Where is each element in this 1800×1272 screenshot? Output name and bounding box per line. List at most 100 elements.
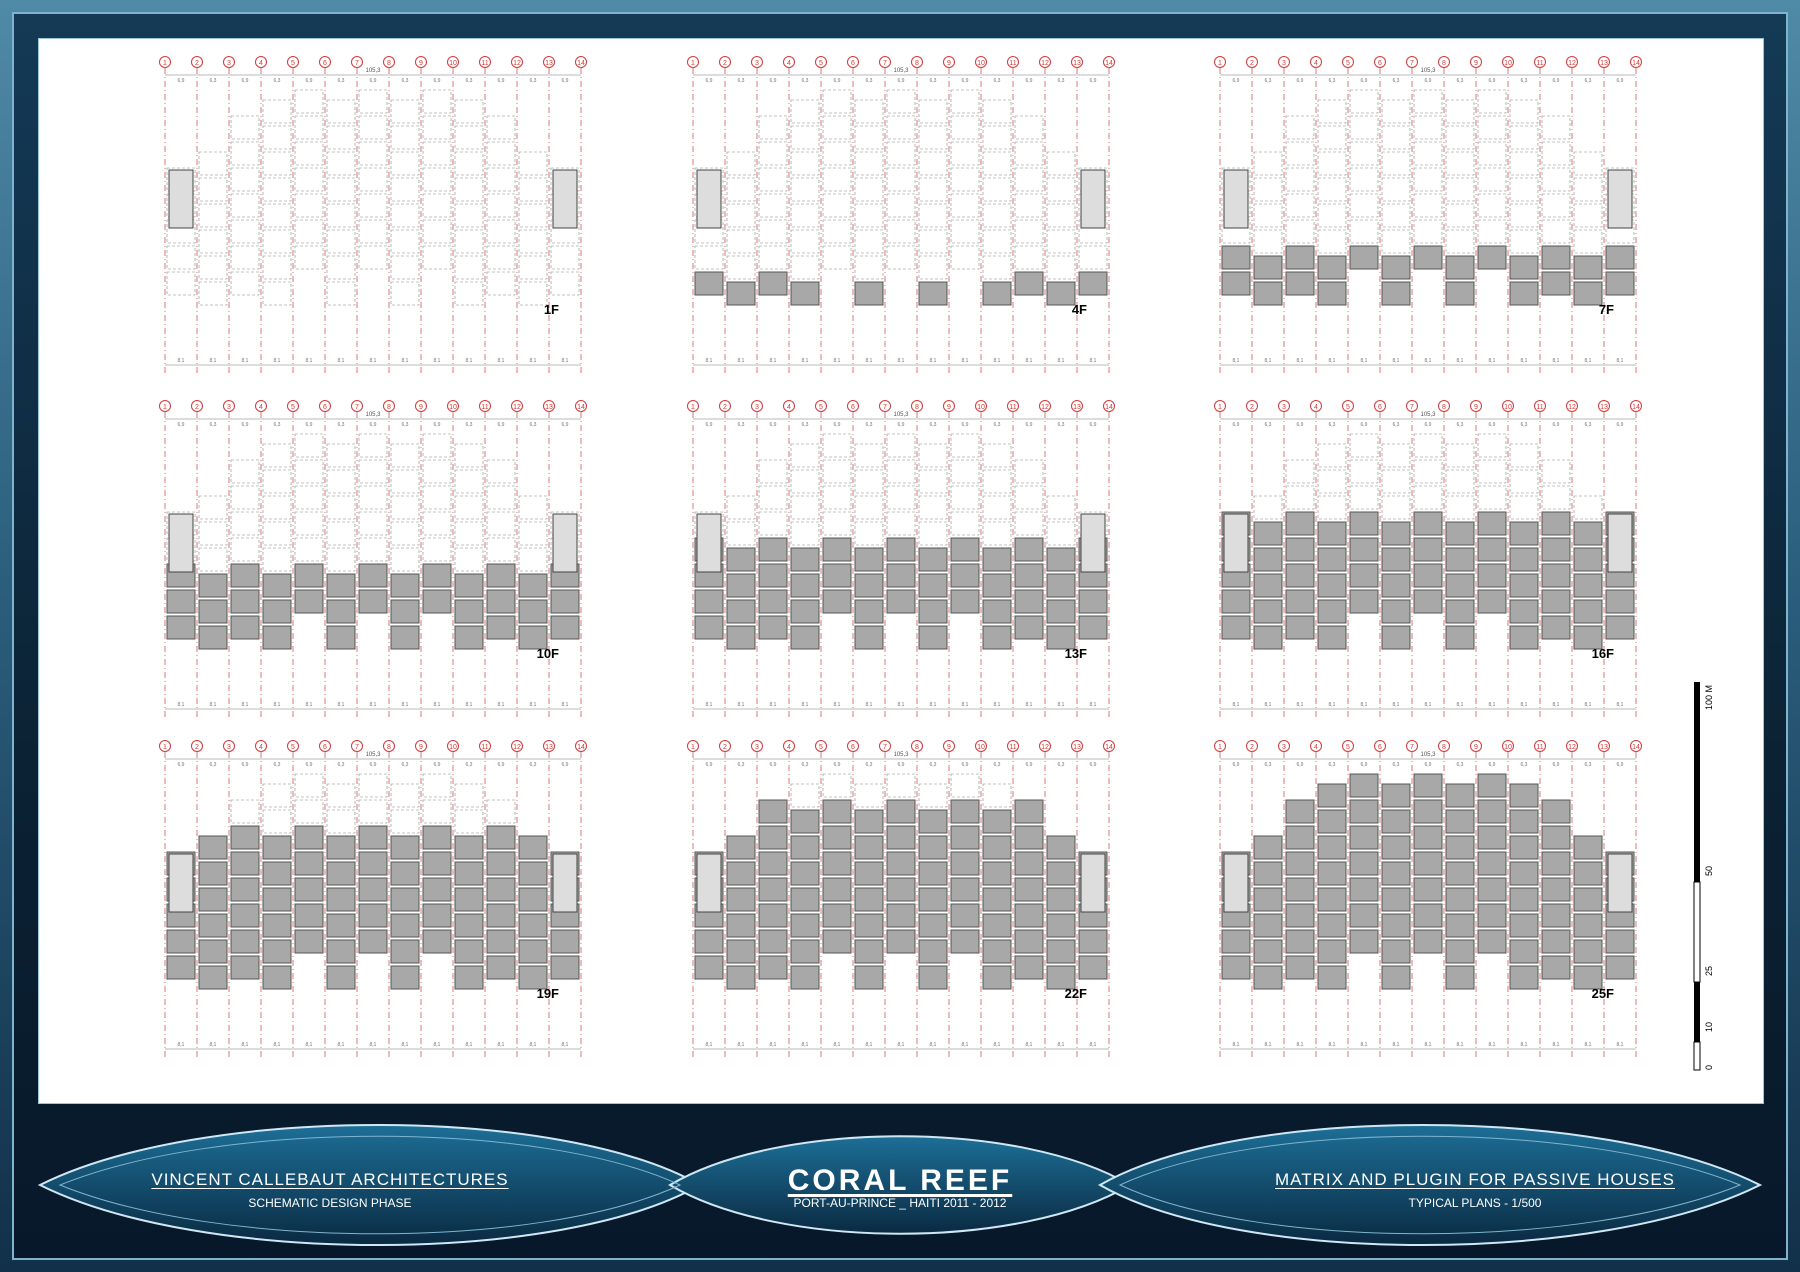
plan-module xyxy=(518,625,548,650)
plan-module xyxy=(1349,563,1379,588)
plan-module xyxy=(326,625,356,650)
plan-module xyxy=(1078,245,1108,270)
plan-module xyxy=(294,537,324,562)
grid-axis-label: 1 xyxy=(1218,60,1222,67)
plan-module xyxy=(1541,245,1571,270)
plan-module xyxy=(1477,167,1507,192)
plan-module xyxy=(550,929,580,954)
plan-module xyxy=(886,433,916,458)
plan-module xyxy=(886,115,916,140)
plan-module xyxy=(1605,245,1635,270)
bay-dimension: 8,1 xyxy=(930,358,937,364)
bay-dimension: 8,1 xyxy=(1393,1042,1400,1048)
plan-module xyxy=(294,89,324,114)
plan-module xyxy=(1221,245,1251,270)
plan-module xyxy=(486,799,516,824)
plan-module xyxy=(726,151,756,176)
project-location: PORT-AU-PRINCE _ HAITI 2011 - 2012 xyxy=(793,1196,1007,1210)
grid-axis-label: 4 xyxy=(787,60,791,67)
bay-dimension: 8,1 xyxy=(770,358,777,364)
bay-dimension: 6,9 xyxy=(962,422,969,428)
plan-module xyxy=(950,851,980,876)
plan-module xyxy=(390,913,420,938)
plan-module xyxy=(326,177,356,202)
grid-axis-label: 1 xyxy=(163,744,167,751)
grid-axis-label: 4 xyxy=(259,404,263,411)
bay-dimension: 8,1 xyxy=(370,1042,377,1048)
stair-core xyxy=(1607,169,1633,229)
plan-module xyxy=(1349,459,1379,484)
plan-module xyxy=(262,939,292,964)
bay-dimension: 8,1 xyxy=(1553,1042,1560,1048)
plan-module xyxy=(454,835,484,860)
grid-axis-label: 5 xyxy=(291,404,295,411)
plan-module xyxy=(1046,281,1076,306)
grid-axis-label: 14 xyxy=(577,404,585,411)
plan-module xyxy=(1285,459,1315,484)
grid-axis-label: 5 xyxy=(291,60,295,67)
plan-module xyxy=(486,511,516,536)
grid-axis-bubble xyxy=(479,400,491,412)
grid-axis-label: 10 xyxy=(449,404,457,411)
grid-axis-bubble xyxy=(1246,740,1258,752)
plan-module xyxy=(950,459,980,484)
plan-module xyxy=(422,433,452,458)
bay-dimension: 8,1 xyxy=(1026,358,1033,364)
grid-axis-label: 8 xyxy=(915,744,919,751)
plan-module xyxy=(1046,177,1076,202)
plan-module xyxy=(454,469,484,494)
plan-module xyxy=(358,167,388,192)
floor-label: 16F xyxy=(1592,646,1614,661)
grid-axis-label: 14 xyxy=(1632,744,1640,751)
bay-dimension: 8,1 xyxy=(306,1042,313,1048)
grid-axis-label: 3 xyxy=(755,744,759,751)
plan-module xyxy=(486,877,516,902)
plan-module xyxy=(230,589,260,614)
plan-module xyxy=(390,203,420,228)
plan-module xyxy=(422,537,452,562)
plan-module xyxy=(550,245,580,270)
bay-dimension: 8,1 xyxy=(1617,358,1624,364)
plan-module xyxy=(886,245,916,270)
plan-module xyxy=(1317,99,1347,124)
plan-module xyxy=(790,229,820,254)
plan-module xyxy=(918,521,948,546)
grid-axis-label: 14 xyxy=(577,60,585,67)
plan-module xyxy=(390,229,420,254)
bay-dimension: 8,1 xyxy=(530,702,537,708)
bay-dimension: 8,1 xyxy=(866,358,873,364)
plan-module xyxy=(390,783,420,808)
grid-axis-bubble xyxy=(1502,400,1514,412)
bay-dimension: 6,9 xyxy=(1553,762,1560,768)
plan-module xyxy=(1573,495,1603,520)
grid-axis-bubble xyxy=(1071,56,1083,68)
plan-module xyxy=(390,573,420,598)
plan-module xyxy=(1477,589,1507,614)
bay-dimension: 8,1 xyxy=(1457,1042,1464,1048)
plan-module xyxy=(1221,615,1251,640)
plan-module xyxy=(758,141,788,166)
bay-dimension: 8,1 xyxy=(1090,358,1097,364)
plan-module xyxy=(982,573,1012,598)
grid-axis-bubble xyxy=(1310,740,1322,752)
plan-module xyxy=(550,271,580,296)
plan-module xyxy=(950,485,980,510)
plan-module xyxy=(886,485,916,510)
bay-dimension: 8,1 xyxy=(434,358,441,364)
plan-module xyxy=(1509,809,1539,834)
plan-module xyxy=(1573,255,1603,280)
bay-dimension: 8,1 xyxy=(1521,358,1528,364)
bay-dimension: 6,3 xyxy=(738,422,745,428)
grid-axis-bubble xyxy=(847,400,859,412)
plan-module xyxy=(1253,573,1283,598)
grid-axis-label: 6 xyxy=(1378,744,1382,751)
plan-module xyxy=(1349,511,1379,536)
grid-axis-label: 6 xyxy=(323,404,327,411)
plan-module xyxy=(486,193,516,218)
grid-axis-label: 7 xyxy=(1410,60,1414,67)
grid-axis-label: 3 xyxy=(227,404,231,411)
plan-module xyxy=(326,99,356,124)
plan-module xyxy=(1413,589,1443,614)
bay-dimension: 8,1 xyxy=(738,358,745,364)
plan-module xyxy=(390,625,420,650)
